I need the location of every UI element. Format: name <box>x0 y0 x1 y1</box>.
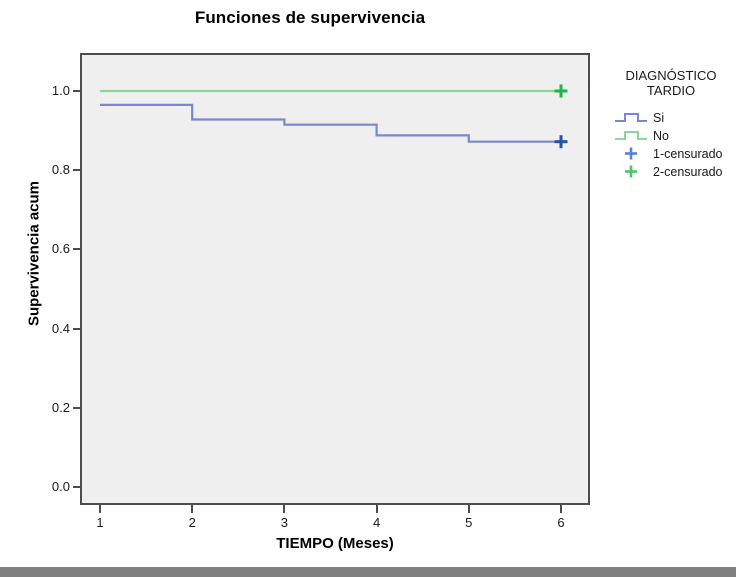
x-tick-label-2: 2 <box>188 515 196 530</box>
y-tick-label-0.8: 0.8 <box>51 162 70 178</box>
legend-entries: Si No 1-censurado 2-censurado <box>614 109 736 180</box>
plot-area <box>80 53 590 505</box>
x-tick-mark <box>283 505 286 513</box>
y-tick-mark <box>73 248 80 251</box>
legend-title: DIAGNÓSTICO TARDIO <box>614 68 728 98</box>
x-tick-label-5: 5 <box>465 515 473 530</box>
legend-item-label: No <box>653 128 669 143</box>
x-tick-mark <box>99 505 101 513</box>
y-tick-mark <box>73 406 80 409</box>
y-tick-mark <box>73 327 80 330</box>
legend-plus-marker-icon <box>614 146 648 161</box>
legend: DIAGNÓSTICO TARDIO Si No 1-censurado 2-cens… <box>614 68 736 181</box>
legend-step-line-icon <box>614 128 648 143</box>
y-axis-title: Supervivencia acum <box>25 180 43 327</box>
y-tick-label-0.0: 0.0 <box>51 479 70 494</box>
legend-item-no[interactable]: No <box>614 127 736 144</box>
x-tick-label-6: 6 <box>557 515 565 530</box>
x-tick-mark <box>375 505 378 513</box>
legend-title-line-2: TARDIO <box>646 83 696 98</box>
x-tick-mark <box>560 505 562 513</box>
censored-marker-no-0 <box>554 84 568 98</box>
y-tick-mark <box>73 486 80 488</box>
legend-item-label: Si <box>653 110 665 125</box>
x-tick-mark <box>467 505 470 513</box>
legend-item-label: 2-censurado <box>653 164 723 179</box>
x-axis-title: TIEMPO (Meses) <box>276 535 394 552</box>
y-tick-mark <box>73 169 80 172</box>
legend-item-2-censurado[interactable]: 2-censurado <box>614 163 736 180</box>
censored-marker-si-0 <box>554 135 568 149</box>
y-tick-label-1.0: 1.0 <box>51 83 70 98</box>
legend-item-label: 1-censurado <box>653 146 723 161</box>
x-tick-mark <box>191 505 194 513</box>
legend-item-si[interactable]: Si <box>614 109 736 126</box>
legend-plus-marker-icon <box>614 164 648 179</box>
y-tick-label-0.4: 0.4 <box>51 320 70 336</box>
x-tick-label-3: 3 <box>280 515 288 530</box>
censored-marker-layer <box>554 84 568 149</box>
legend-title-line-1: DIAGNÓSTICO <box>625 68 717 83</box>
series-layer <box>100 89 561 143</box>
series-line-si <box>100 103 561 143</box>
y-tick-label-0.6: 0.6 <box>51 241 70 257</box>
plot-canvas <box>100 84 568 149</box>
x-tick-label-1: 1 <box>96 515 104 530</box>
bottom-status-bar <box>0 567 736 577</box>
x-tick-label-4: 4 <box>372 515 381 530</box>
chart-title: Funciones de supervivencia <box>194 8 426 27</box>
legend-step-line-icon <box>614 110 648 125</box>
y-tick-mark <box>73 90 80 92</box>
y-tick-label-0.2: 0.2 <box>51 399 70 415</box>
legend-item-1-censurado[interactable]: 1-censurado <box>614 145 736 162</box>
